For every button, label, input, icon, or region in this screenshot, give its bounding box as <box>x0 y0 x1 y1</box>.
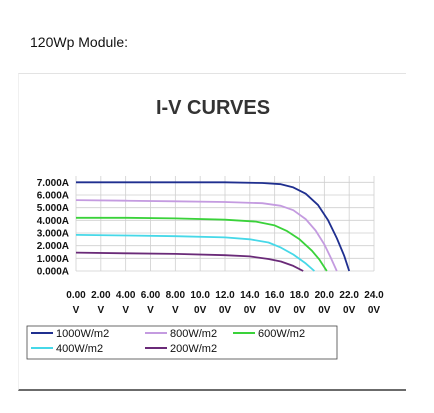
x-tick-unit-label: 0V <box>269 305 282 316</box>
x-tick-label: 14.0 <box>240 290 260 301</box>
x-tick-label: 2.00 <box>91 290 111 301</box>
x-tick-label: 0.00 <box>66 290 86 301</box>
x-tick-unit-label: 0V <box>368 305 381 316</box>
series-line-400wm2 <box>75 234 315 272</box>
chart-frame: I-V CURVES 0.000A 1.000A 2.000A 3.000A 4.000A… <box>18 73 406 391</box>
x-tick-label: 22.0 <box>339 290 359 301</box>
x-tick-unit-label: V <box>73 305 80 316</box>
legend-label: 600W/m2 <box>258 328 305 340</box>
y-tick-label: 6.000A <box>37 191 69 202</box>
x-tick-unit-label: 0V <box>318 305 331 316</box>
x-tick-label: 6.00 <box>141 290 161 301</box>
y-tick-label: 5.000A <box>37 203 69 214</box>
x-tick-unit-label: 0V <box>244 305 257 316</box>
series-line-600wm2 <box>76 216 328 272</box>
legend-label: 800W/m2 <box>170 328 217 340</box>
x-tick-label: 20.0 <box>315 290 335 301</box>
legend-label: 400W/m2 <box>56 343 103 355</box>
series-line-200wm2 <box>75 251 304 272</box>
x-tick-unit-label: 0V <box>219 305 232 316</box>
y-tick-label: 2.000A <box>37 241 69 252</box>
x-tick-label: 8.00 <box>166 290 186 301</box>
x-tick-label: 18.0 <box>290 290 310 301</box>
y-tick-label: 0.000A <box>37 267 69 278</box>
x-tick-unit-label: V <box>147 305 154 316</box>
x-tick-label: 12.0 <box>215 290 235 301</box>
series-line-1000wm2 <box>76 181 351 272</box>
x-tick-label: 16.0 <box>265 290 285 301</box>
series-line-800wm2 <box>75 199 338 272</box>
chart-title: I-V CURVES <box>156 97 270 119</box>
x-tick-label: 10.0 <box>190 290 210 301</box>
x-tick-unit-label: 0V <box>293 305 306 316</box>
y-tick-label: 3.000A <box>37 229 69 240</box>
y-tick-label: 7.000A <box>37 178 69 189</box>
legend-label: 1000W/m2 <box>56 328 109 340</box>
x-tick-unit-label: 0V <box>194 305 207 316</box>
y-tick-label: 1.000A <box>37 254 69 265</box>
x-tick-label: 4.00 <box>116 290 136 301</box>
legend-box <box>26 325 338 360</box>
x-tick-unit-label: V <box>97 305 104 316</box>
x-tick-unit-label: V <box>122 305 129 316</box>
x-tick-unit-label: V <box>172 305 179 316</box>
x-tick-unit-label: 0V <box>343 305 356 316</box>
legend-label: 200W/m2 <box>170 343 217 355</box>
y-tick-label: 4.000A <box>37 216 69 227</box>
page-heading: 120Wp Module: <box>30 34 129 50</box>
x-tick-label: 24.0 <box>364 290 384 301</box>
